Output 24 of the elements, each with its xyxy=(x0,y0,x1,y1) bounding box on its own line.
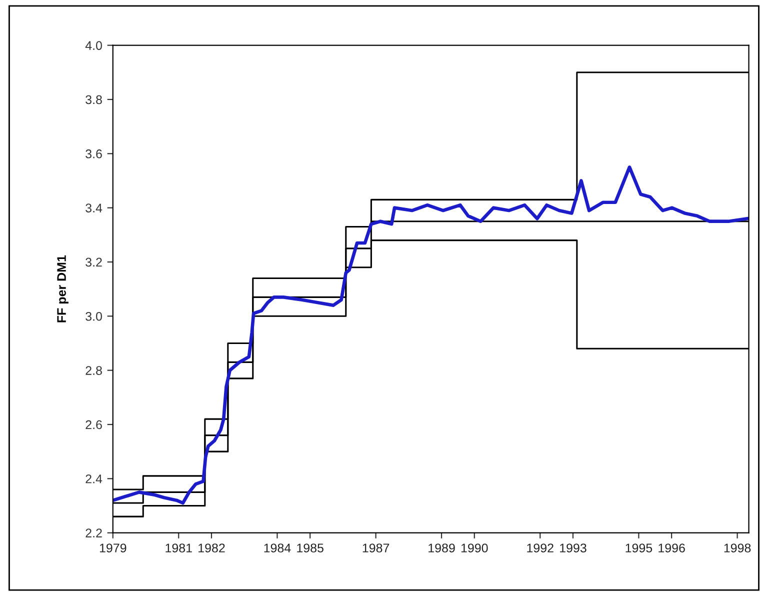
y-tick-label: 4.0 xyxy=(85,41,102,50)
y-tick-label: 2.4 xyxy=(86,474,102,484)
y-axis-title: FF per DM1 xyxy=(57,255,68,322)
y-tick-label: 2.6 xyxy=(86,420,102,430)
x-tick-label: 1992 xyxy=(527,544,554,552)
x-tick-label: 1996 xyxy=(658,544,685,552)
y-tick-label: 3.0 xyxy=(86,312,102,321)
x-tick-label: 1995 xyxy=(626,544,652,552)
x-tick-label: 1982 xyxy=(198,544,225,552)
y-tick-label: 3.4 xyxy=(86,204,102,212)
x-tick-label: 1989 xyxy=(428,544,455,552)
x-tick-label: 1979 xyxy=(100,544,126,552)
x-tick-label: 1993 xyxy=(560,544,586,552)
y-tick-label: 2.2 xyxy=(86,528,102,538)
y-tick-label: 2.8 xyxy=(86,366,102,375)
y-tick-label: 3.6 xyxy=(86,149,102,158)
y-tick-label: 3.2 xyxy=(86,258,102,267)
y-tick-label: 3.8 xyxy=(86,95,102,104)
x-tick-label: 1985 xyxy=(297,544,324,552)
x-tick-label: 1990 xyxy=(461,544,488,552)
x-tick-label: 1984 xyxy=(264,544,291,552)
x-tick-label: 1987 xyxy=(362,544,390,552)
x-tick-label: 1981 xyxy=(166,544,192,552)
x-tick-label: 1998 xyxy=(724,544,751,552)
